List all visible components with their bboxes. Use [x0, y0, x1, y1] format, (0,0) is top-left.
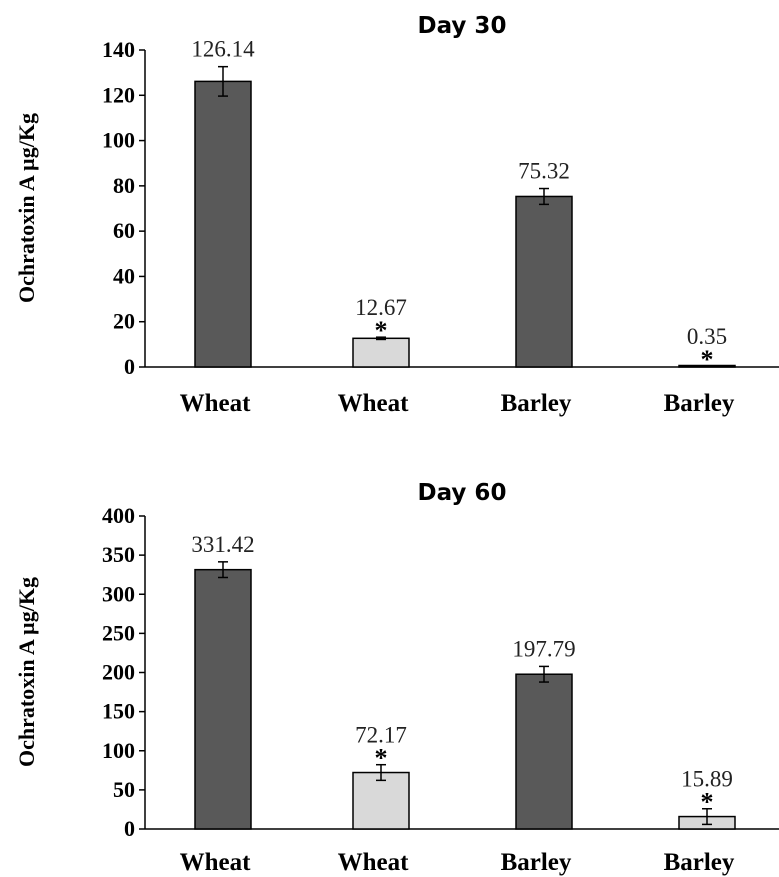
y-tick-label: 200	[102, 660, 135, 685]
bar	[515, 673, 573, 830]
data-label: 12.67	[355, 295, 407, 320]
category-label: Wheat	[180, 849, 252, 876]
y-tick-label: 350	[102, 542, 135, 567]
y-tick-label: 80	[113, 173, 135, 198]
data-label: 0.35	[687, 324, 727, 349]
y-tick-label: 150	[102, 699, 135, 724]
y-tick-label: 400	[102, 503, 135, 528]
data-label: 331.42	[191, 532, 254, 557]
significance-marker: *	[375, 744, 388, 773]
y-tick-label: 300	[102, 581, 135, 606]
bar	[194, 80, 252, 368]
category-label: Barley	[664, 390, 735, 417]
data-label: 72.17	[355, 723, 407, 748]
y-axis-label: Ochratoxin A µg/Kg	[14, 577, 39, 767]
category-label: Wheat	[338, 390, 410, 417]
data-label: 15.89	[681, 767, 733, 792]
chart-title: Day 60	[418, 480, 507, 506]
y-tick-label: 20	[113, 309, 135, 334]
y-tick-label: 250	[102, 620, 135, 645]
significance-marker: *	[375, 316, 388, 345]
category-label: Wheat	[338, 849, 410, 876]
bar	[194, 568, 252, 830]
y-tick-label: 60	[113, 218, 135, 243]
y-tick-label: 140	[102, 37, 135, 62]
y-axis-label: Ochratoxin A µg/Kg	[14, 113, 39, 303]
data-label: 197.79	[512, 636, 575, 661]
y-tick-label: 100	[102, 128, 135, 153]
bar	[352, 337, 410, 368]
data-label: 75.32	[518, 159, 570, 184]
y-tick-label: 50	[113, 777, 135, 802]
y-tick-label: 0	[124, 354, 135, 379]
significance-marker: *	[701, 345, 714, 374]
chart-title: Day 30	[418, 13, 507, 39]
category-label: Barley	[501, 849, 572, 876]
bar	[515, 195, 573, 368]
category-label: Wheat	[180, 390, 252, 417]
y-tick-label: 120	[102, 82, 135, 107]
category-label: Barley	[501, 390, 572, 417]
y-tick-label: 0	[124, 816, 135, 841]
category-label: Barley	[664, 849, 735, 876]
significance-marker: *	[701, 788, 714, 817]
data-label: 126.14	[191, 37, 255, 62]
y-tick-label: 100	[102, 738, 135, 763]
y-tick-label: 40	[113, 263, 135, 288]
